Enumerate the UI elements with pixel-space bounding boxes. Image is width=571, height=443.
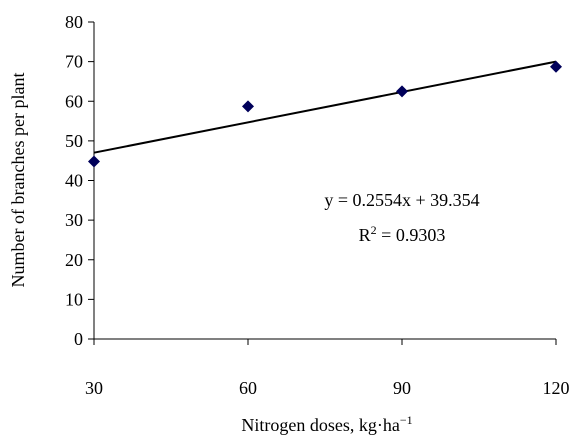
y-tick-label: 70	[65, 52, 83, 72]
y-tick-label: 10	[65, 289, 83, 309]
data-point	[242, 100, 254, 113]
y-axis-label: Number of branches per plant	[8, 73, 28, 288]
regression-equation: y = 0.2554x + 39.354	[324, 190, 479, 210]
data-point	[550, 60, 562, 73]
y-tick-label: 80	[65, 12, 83, 32]
y-tick-label: 50	[65, 131, 83, 151]
r-squared-superscript: 2	[371, 223, 377, 237]
y-tick-label: 60	[65, 91, 83, 111]
y-tick-label: 30	[65, 210, 83, 230]
x-axis-label: Nitrogen doses, kg·ha−1	[241, 413, 412, 435]
r-squared-prefix: R	[359, 225, 371, 245]
data-points	[88, 60, 562, 168]
trendline	[93, 60, 557, 154]
x-axis: 30 60 90 120	[85, 338, 570, 398]
x-tick-label: 120	[543, 378, 570, 398]
data-point	[88, 155, 100, 168]
x-tick-label: 60	[239, 378, 257, 398]
x-tick-label: 30	[85, 378, 103, 398]
y-tick-label: 20	[65, 250, 83, 270]
x-axis-label-superscript: −1	[400, 413, 413, 427]
r-squared: R2 = 0.9303	[359, 223, 446, 245]
x-tick-label: 90	[393, 378, 411, 398]
y-tick-label: 0	[74, 329, 83, 349]
y-tick-label: 40	[65, 171, 83, 191]
y-axis: 0 10 20 30 40 50 60 70 80	[65, 12, 95, 349]
x-axis-label-text: Nitrogen doses, kg·ha	[241, 415, 399, 435]
data-point	[396, 85, 408, 98]
r-squared-value: = 0.9303	[377, 225, 446, 245]
